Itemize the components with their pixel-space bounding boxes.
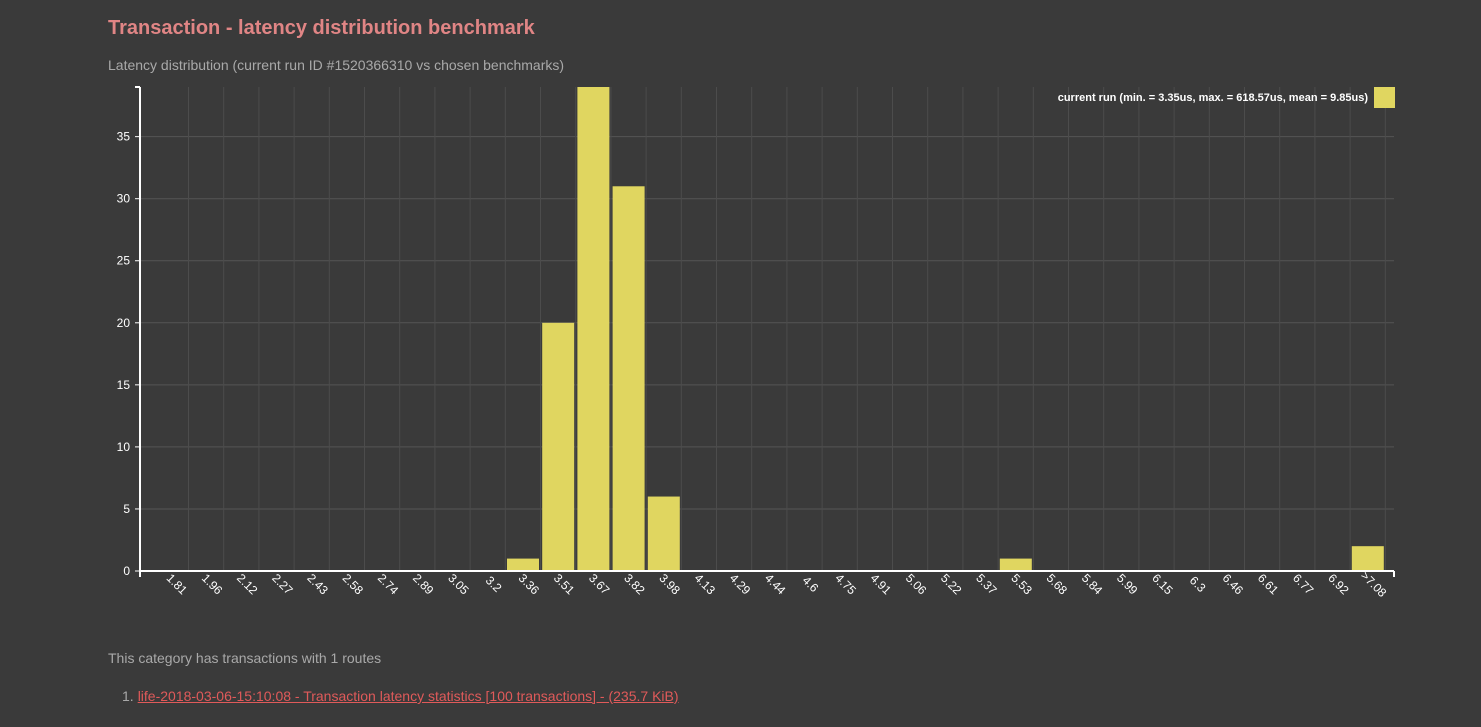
x-tick-label: 3.05 [445,571,472,598]
chart-subtitle: Latency distribution (current run ID #15… [108,57,565,73]
x-tick-label: 6.46 [1220,571,1247,598]
x-tick-label: 3.2 [483,573,505,595]
bar [542,322,575,571]
y-tick-label: 30 [117,192,131,206]
x-tick-label: 4.6 [800,573,822,595]
y-tick-label: 0 [123,564,130,578]
x-tick-label: 5.99 [1114,571,1141,598]
x-tick-label: >7.08 [1358,568,1390,600]
x-tick-label: 3.98 [656,571,683,598]
x-tick-label: 1.96 [199,571,226,598]
x-tick-label: 5.53 [1008,571,1035,598]
x-tick-label: 5.37 [973,571,1000,598]
x-tick-label: 5.22 [938,571,965,598]
x-tick-label: 2.58 [340,571,367,598]
x-tick-label: 3.36 [516,571,543,598]
x-tick-label: 6.3 [1187,573,1209,595]
y-tick-label: 5 [123,502,130,516]
y-tick-label: 35 [117,130,131,144]
y-tick-label: 10 [117,440,131,454]
page-title: Transaction - latency distribution bench… [108,17,535,39]
y-tick-label: 15 [117,378,131,392]
x-tick-label: 4.29 [727,571,754,598]
y-tick-label: 20 [117,316,131,330]
x-tick-label: 6.77 [1290,571,1317,598]
x-tick-label: 5.06 [903,571,930,598]
x-tick-label: 3.67 [586,571,613,598]
bar [507,558,539,571]
route-item: 1. life-2018-03-06-15:10:08 - Transaction… [122,688,679,704]
x-tick-label: 3.51 [551,571,578,598]
x-tick-label: 6.15 [1149,571,1176,598]
x-tick-label: 4.44 [762,571,789,598]
x-tick-label: 2.12 [234,571,261,598]
chart-legend: current run (min. = 3.35us, max. = 618.5… [1058,87,1395,108]
route-number: 1. [122,688,134,704]
route-link[interactable]: life-2018-03-06-15:10:08 - Transaction l… [137,688,679,704]
x-tick-label: 4.91 [868,571,895,598]
bar [577,87,610,571]
x-tick-label: 3.82 [621,571,648,598]
x-tick-label: 2.27 [269,571,296,598]
x-tick-label: 2.43 [304,571,331,598]
bar [612,186,645,572]
bar [999,558,1032,571]
bar [647,496,680,571]
x-tick-label: 2.74 [375,571,402,598]
routes-list: 1. life-2018-03-06-15:10:08 - Transaction… [122,688,679,704]
x-tick-label: 2.89 [410,571,437,598]
y-tick-label: 25 [117,254,131,268]
latency-histogram-chart: 0 5 10 15 20 25 30 35 1.81 1.96 2.12 2.27 2.43 2.58 2.… [117,86,1395,600]
x-tick-label: 1.81 [164,571,191,598]
x-tick-label: 4.13 [692,571,719,598]
x-tick-label: 6.92 [1325,571,1352,598]
routes-note: This category has transactions with 1 ro… [108,650,382,666]
chart-axes: 0 5 10 15 20 25 30 35 1.81 1.96 2.12 2.27 2.43 2.58 2.… [117,86,1395,600]
x-tick-label: 6.61 [1255,571,1282,598]
x-tick-label: 5.68 [1044,571,1071,598]
legend-label: current run (min. = 3.35us, max. = 618.5… [1058,92,1369,104]
x-tick-label: 4.75 [832,571,859,598]
x-tick-label: 5.84 [1079,571,1106,598]
chart-grid [140,87,1394,571]
chart-bars [507,87,1384,572]
legend-swatch [1374,87,1395,108]
bar [1351,546,1384,571]
